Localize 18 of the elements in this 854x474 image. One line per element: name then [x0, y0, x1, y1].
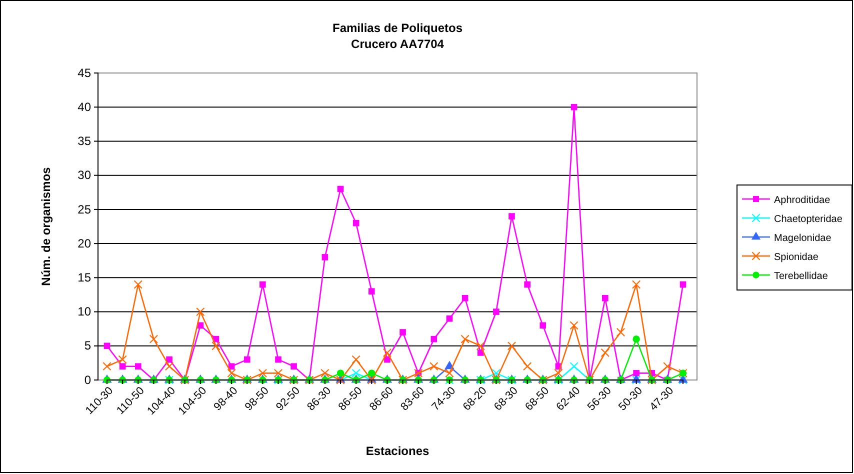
y-tick-label: 35 — [78, 134, 92, 148]
y-tick-label: 40 — [78, 100, 92, 114]
legend-label: Magelonidae — [774, 233, 832, 244]
y-tick-label: 10 — [78, 304, 92, 319]
y-tick-label: 20 — [78, 236, 92, 250]
y-tick-label: 5 — [84, 338, 92, 353]
legend-label: Spionidae — [774, 252, 819, 263]
y-tick-label: 30 — [78, 168, 92, 182]
y-axis-title: Núm. de organismos — [39, 166, 53, 286]
y-tick-label: 25 — [78, 202, 92, 216]
y-tick-label: 0 — [84, 372, 92, 387]
y-tick-label: 15 — [78, 270, 92, 285]
legend-label: Terebellidae — [774, 271, 828, 282]
legend-label: Chaetopteridae — [774, 214, 843, 225]
legend-label: Aphroditidae — [774, 195, 831, 206]
x-axis-title: Estaciones — [366, 444, 430, 458]
chart-title: Familias de Poliquetos Crucero AA7704 — [332, 21, 463, 51]
y-tick-label: 45 — [78, 66, 92, 80]
